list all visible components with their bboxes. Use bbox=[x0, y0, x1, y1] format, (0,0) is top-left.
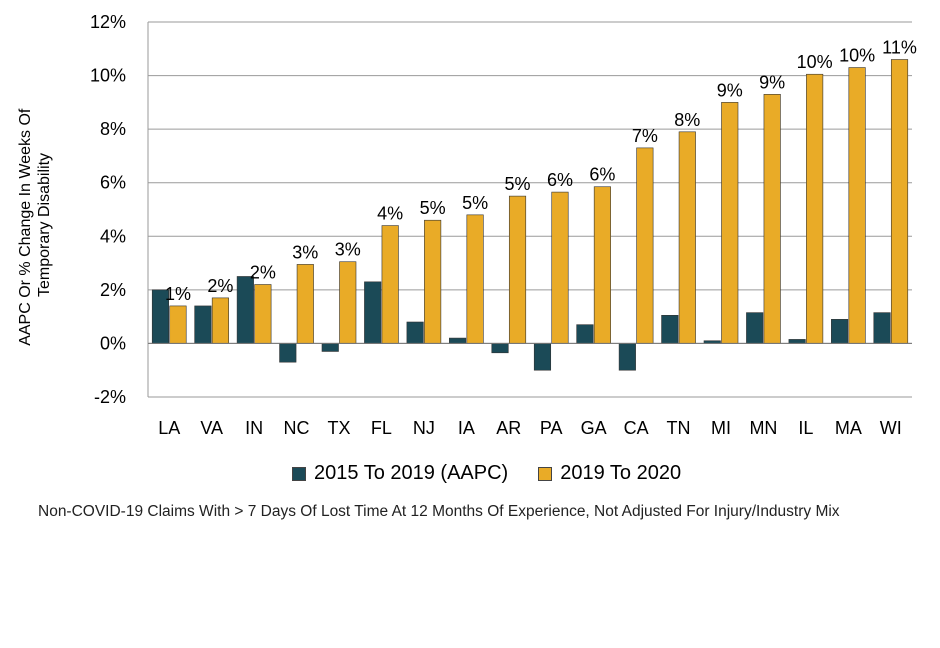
bar-series-1-mn bbox=[746, 312, 764, 344]
x-tick-label: FL bbox=[371, 418, 392, 438]
y-tick-label: -2% bbox=[94, 387, 126, 407]
bar-series-2-mn bbox=[763, 94, 781, 344]
data-label-il: 10% bbox=[797, 52, 833, 72]
bar-series-1-ca bbox=[618, 343, 636, 371]
y-tick-label: 10% bbox=[90, 66, 126, 86]
bar-series-2-ia bbox=[466, 214, 484, 344]
x-tick-label: WI bbox=[880, 418, 902, 438]
legend: 2015 To 2019 (AAPC) 2019 To 2020 bbox=[292, 462, 711, 485]
bar-series-1-ma bbox=[831, 319, 849, 344]
x-tick-label: MI bbox=[711, 418, 731, 438]
data-label-tx: 3% bbox=[335, 240, 361, 260]
legend-swatch-series-1 bbox=[292, 466, 306, 481]
data-label-mi: 9% bbox=[717, 80, 743, 100]
bar-series-2-pa bbox=[551, 191, 569, 344]
data-label-ca: 7% bbox=[632, 126, 658, 146]
bar-series-2-nj bbox=[424, 219, 442, 344]
x-tick-label: AR bbox=[496, 418, 521, 438]
y-axis-title-line-2: Temporary Disability bbox=[36, 153, 53, 297]
y-tick-label: 12% bbox=[90, 12, 126, 32]
legend-item-series-1: 2015 To 2019 (AAPC) bbox=[292, 462, 508, 485]
x-tick-label: NC bbox=[284, 418, 310, 438]
bar-series-2-nc bbox=[296, 264, 314, 344]
bar-series-1-fl bbox=[364, 281, 382, 344]
bar-series-1-wi bbox=[873, 312, 891, 344]
bar-series-1-il bbox=[788, 339, 806, 344]
legend-swatch-series-2 bbox=[538, 466, 553, 481]
x-tick-label: MN bbox=[749, 418, 777, 438]
bar-series-2-ma bbox=[848, 67, 866, 344]
x-tick-label: PA bbox=[540, 418, 563, 438]
y-axis-title-line-1: AAPC Or % Change In Weeks Of bbox=[17, 108, 34, 346]
data-label-mn: 9% bbox=[759, 72, 785, 92]
bar-series-2-fl bbox=[381, 225, 399, 344]
data-label-ia: 5% bbox=[462, 193, 488, 213]
bar-series-2-tx bbox=[339, 261, 357, 344]
bar-series-1-tx bbox=[321, 343, 339, 352]
bar-series-1-nj bbox=[406, 321, 424, 344]
data-label-nj: 5% bbox=[420, 198, 446, 218]
data-label-pa: 6% bbox=[547, 170, 573, 190]
bar-series-1-ar bbox=[491, 343, 509, 354]
x-tick-label: TN bbox=[667, 418, 691, 438]
y-tick-label: 4% bbox=[100, 226, 126, 246]
y-tick-label: 0% bbox=[100, 333, 126, 353]
data-label-la: 1% bbox=[165, 284, 191, 304]
data-label-tn: 8% bbox=[674, 110, 700, 130]
bar-series-2-in bbox=[254, 284, 272, 344]
legend-label-series-2: 2019 To 2020 bbox=[560, 462, 682, 484]
y-axis-title: AAPC Or % Change In Weeks Of Temporary D… bbox=[17, 104, 53, 346]
legend-label-series-1: 2015 To 2019 (AAPC) bbox=[314, 462, 509, 484]
data-label-wi: 11% bbox=[882, 38, 917, 58]
bar-series-1-va bbox=[194, 305, 212, 344]
x-tick-label: VA bbox=[200, 418, 223, 438]
data-label-ga: 6% bbox=[589, 165, 615, 185]
x-tick-label: MA bbox=[835, 418, 862, 438]
data-label-in: 2% bbox=[250, 263, 276, 283]
x-tick-label: IA bbox=[458, 418, 475, 438]
x-tick-label: NJ bbox=[413, 418, 435, 438]
bar-series-2-va bbox=[211, 297, 229, 344]
data-label-ar: 5% bbox=[505, 174, 531, 194]
bar-series-1-ia bbox=[449, 337, 467, 344]
bar-series-1-ga bbox=[576, 324, 594, 344]
x-tick-label: IN bbox=[245, 418, 263, 438]
data-label-fl: 4% bbox=[377, 204, 403, 224]
x-tick-label: TX bbox=[327, 418, 350, 438]
bar-series-1-tn bbox=[661, 315, 679, 344]
bar-series-2-ar bbox=[508, 195, 527, 344]
bar-series-2-ca bbox=[636, 147, 654, 344]
bar-series-2-mi bbox=[721, 102, 739, 344]
data-label-va: 2% bbox=[207, 276, 233, 296]
bar-series-2-ga bbox=[593, 186, 611, 344]
bar-series-2-il bbox=[806, 73, 824, 344]
bar-chart: -2% 0% 2% 4% 6% 8% 10% 12% 1% 2% 2% 3% 3% 4% 5% 5% 5% 6%… bbox=[17, 12, 917, 438]
x-axis-ticks: LA VA IN NC TX FL NJ IA AR PA GA CA TN MI MN IL MA WI bbox=[158, 418, 902, 438]
bars bbox=[148, 59, 912, 371]
data-labels: 1% 2% 2% 3% 3% 4% 5% 5% 5% 6% 6% 7% 8% 9% 9% 10% 10% 11% bbox=[165, 38, 917, 304]
x-tick-label: IL bbox=[798, 418, 813, 438]
footnote: Non-COVID-19 Claims With > 7 Days Of Los… bbox=[38, 503, 840, 520]
bar-series-2-la bbox=[169, 305, 187, 344]
bar-series-1-nc bbox=[279, 343, 297, 363]
legend-item-series-2: 2019 To 2020 bbox=[538, 462, 681, 485]
bar-series-2-tn bbox=[678, 131, 696, 344]
y-tick-label: 6% bbox=[100, 173, 126, 193]
x-tick-label: GA bbox=[581, 418, 607, 438]
bar-series-1-pa bbox=[533, 343, 552, 371]
bar-series-1-in bbox=[236, 276, 254, 344]
data-label-nc: 3% bbox=[292, 242, 318, 262]
bar-series-2-wi bbox=[890, 59, 909, 344]
x-tick-label: CA bbox=[624, 418, 649, 438]
y-tick-label: 2% bbox=[100, 280, 126, 300]
y-tick-label: 8% bbox=[100, 119, 126, 139]
data-label-ma: 10% bbox=[839, 46, 875, 66]
y-axis-ticks: -2% 0% 2% 4% 6% 8% 10% 12% bbox=[90, 12, 126, 407]
x-tick-label: LA bbox=[158, 418, 180, 438]
